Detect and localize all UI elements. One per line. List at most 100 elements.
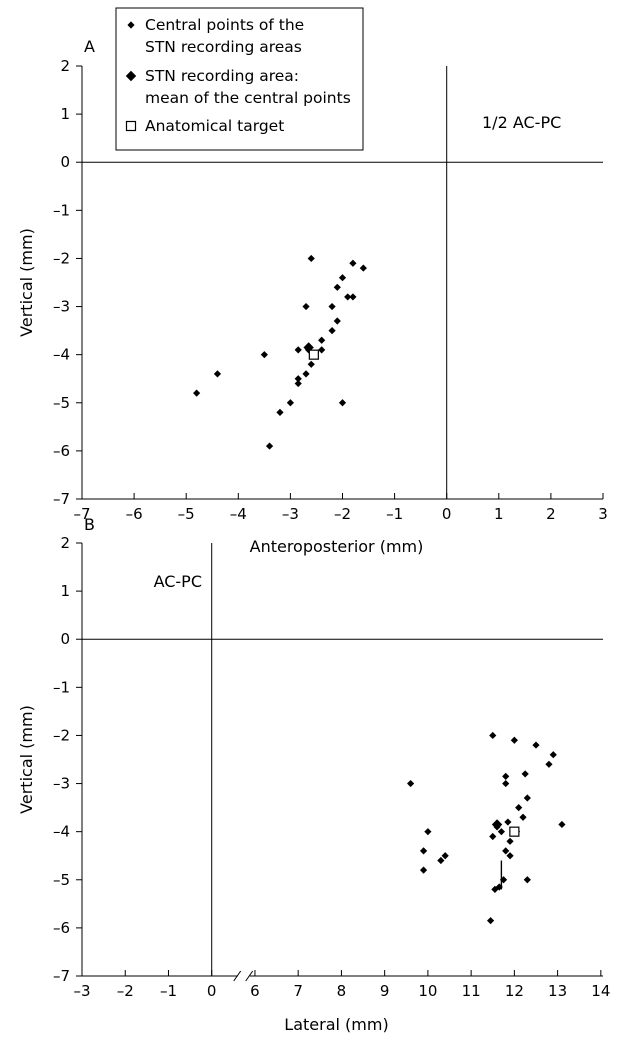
y-tick-label: 1 [60,582,70,600]
x-tick-label: 0 [207,982,217,1000]
legend-marker-large-diamond [125,70,137,82]
data-point [276,408,284,416]
x-axis-title: Anteroposterior (mm) [250,537,424,556]
data-point [344,293,352,301]
data-point [491,885,499,893]
y-tick-label: –2 [53,726,70,744]
data-point [419,866,428,874]
y-axis-title: Vertical (mm) [17,705,36,814]
legend-label: Anatomical target [145,117,284,135]
y-tick-label: 1 [60,105,70,123]
data-point [506,852,514,860]
panel-label: A [84,37,95,56]
y-tick-label: 0 [60,153,70,171]
data-point [509,826,520,837]
x-tick-label: 7 [293,982,303,1000]
x-tick-label: 11 [462,982,481,1000]
series-open-square [308,349,319,360]
series-small-diamond [406,731,566,925]
axis-break-mark [245,970,254,982]
data-point [406,779,415,788]
data-point [491,819,503,830]
data-point [349,293,357,301]
data-point [489,731,497,740]
data-point [510,736,518,744]
y-tick-label: –1 [53,678,70,696]
legend-label: mean of the central points [145,89,351,107]
legend-label: Central points of the [145,16,304,34]
data-point [545,760,553,768]
data-point [515,804,523,812]
data-point [308,349,319,360]
reference-label: AC-PC [154,572,202,591]
chart-panel-b: 210–1–2–3–4–5–6–7–3 –2 –1 0 6 7 8 9 10 11 12 13 14La… [17,515,610,1034]
x-axis-title: Lateral (mm) [284,1015,388,1034]
data-point [213,370,222,378]
legend-label: STN recording area: [145,67,299,85]
data-point [265,442,274,450]
y-tick-label: –1 [53,201,70,219]
y-tick-label: –7 [53,490,70,508]
data-point [519,813,527,821]
y-tick-label: 0 [60,630,70,648]
data-point [549,751,557,759]
x-tick-label: –1 [160,982,177,1000]
legend-label: STN recording areas [145,38,302,56]
x-tick-label: –6 [126,505,143,523]
y-tick-label: –4 [53,823,70,841]
data-point [558,820,566,829]
legend-box [115,7,364,151]
x-tick-label: –3 [73,982,90,1000]
data-point [333,317,341,325]
data-point [328,302,336,311]
x-tick-label: 2 [546,505,556,523]
x-tick-label: 13 [548,982,567,1000]
x-tick-label: –5 [178,505,195,523]
y-tick-label: –7 [53,967,70,985]
data-point [349,259,357,267]
y-tick-label: –3 [53,775,70,793]
data-point [424,828,432,836]
x-tick-label: –1 [386,505,403,523]
x-tick-label: –2 [117,982,134,1000]
legend: Central points of the STN recording areas… [115,7,364,151]
y-tick-label: 2 [60,534,70,552]
panel-label: B [84,515,95,534]
x-tick-label: –4 [230,505,247,523]
y-tick-label: –4 [53,346,70,364]
axis-break-mark [233,970,242,982]
x-tick-label: –2 [334,505,351,523]
data-point [307,254,315,263]
data-point [294,346,302,354]
y-tick-label: –5 [53,394,70,412]
data-point [338,274,347,282]
x-tick-label: 10 [418,982,437,1000]
data-point [506,837,514,845]
data-point [338,399,347,407]
data-point [294,375,302,383]
data-point [486,917,495,925]
y-tick-label: –2 [53,249,70,267]
series-open-square [509,826,520,837]
data-point [419,847,428,855]
series-small-diamond [193,254,367,450]
data-point [318,336,326,344]
data-point [260,351,268,359]
data-point [532,741,540,749]
data-point [441,852,449,860]
data-point [504,818,512,826]
data-point [521,770,529,778]
y-tick-label: 2 [60,57,70,75]
data-point [523,794,531,802]
reference-label: 1/2 AC-PC [482,113,561,132]
data-point [489,832,497,841]
x-tick-label: 9 [380,982,390,1000]
data-point [502,847,510,855]
data-point [302,370,310,378]
y-tick-label: –5 [53,871,70,889]
y-tick-label: –3 [53,298,70,316]
series-large-diamond [491,819,503,830]
x-tick-label: 14 [591,982,610,1000]
data-point [502,779,510,788]
